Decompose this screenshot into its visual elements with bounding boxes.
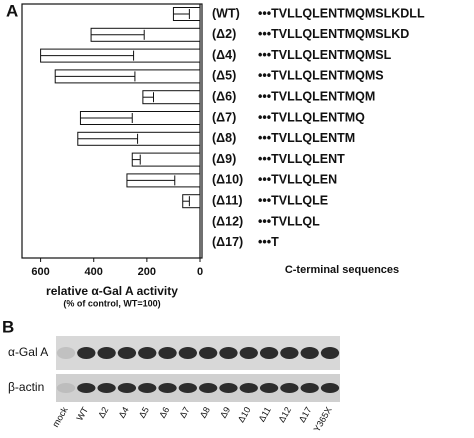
x-tick-label: 600 — [31, 266, 49, 278]
x-axis-note: (% of control, WT=100) — [63, 298, 160, 308]
category-label: (Δ12) — [212, 214, 243, 228]
sequence-label: •••TVLLQLENTM — [258, 131, 355, 145]
blot-band — [239, 383, 258, 393]
category-label: (WT) — [212, 6, 240, 20]
sequence-label: •••TVLLQLENTMQMSL — [258, 48, 392, 62]
category-label: (Δ8) — [212, 131, 236, 145]
blot-band — [199, 347, 218, 359]
blot-band — [138, 383, 157, 393]
sequence-label: •••TVLLQLENTMQMSLKDLL — [258, 6, 425, 20]
lane-label: Δ10 — [236, 405, 253, 424]
category-label: (Δ17) — [212, 235, 243, 249]
blot-band — [158, 347, 177, 359]
blot-band — [178, 347, 197, 359]
blot-row-label: β-actin — [8, 380, 44, 394]
blot-band — [300, 347, 319, 359]
lane-label: Δ8 — [198, 405, 212, 420]
lane-label: Y365X — [312, 405, 334, 433]
panel-label: B — [2, 317, 14, 336]
category-label: (Δ7) — [212, 110, 236, 124]
lane-label: WT — [74, 405, 90, 423]
x-axis-label: relative α-Gal A activity — [46, 284, 178, 298]
blot-band — [56, 347, 76, 359]
lane-label: Δ7 — [177, 405, 191, 420]
plot-frame — [21, 3, 203, 259]
x-tick-label: 200 — [138, 266, 156, 278]
bar — [131, 152, 201, 167]
blot-band — [77, 383, 96, 393]
blot-band — [56, 383, 76, 393]
lane-label: Δ6 — [157, 405, 171, 420]
panel-label: A — [6, 1, 18, 20]
blot-band — [320, 383, 340, 393]
category-label: (Δ10) — [212, 173, 243, 187]
blot-band — [158, 383, 177, 393]
blot-band — [178, 383, 197, 393]
blot-band — [97, 383, 116, 393]
blot-band — [199, 383, 218, 393]
category-label: (Δ9) — [212, 152, 236, 166]
blot-band — [300, 383, 319, 393]
sequence-label: •••TVLLQL — [258, 214, 320, 228]
category-label: (Δ5) — [212, 69, 236, 83]
category-label: (Δ11) — [212, 193, 243, 207]
category-label: (Δ4) — [212, 48, 236, 62]
category-label: (Δ2) — [212, 27, 236, 41]
sequence-label: •••TVLLQLE — [258, 193, 328, 207]
blot-band — [138, 347, 157, 359]
sequence-label: •••TVLLQLENTMQMSLKD — [258, 27, 409, 41]
sequence-label: •••TVLLQLEN — [258, 173, 337, 187]
sequence-label: •••T — [258, 235, 279, 249]
sequence-label: •••TVLLQLENTMQMS — [258, 69, 384, 83]
sequence-label: •••TVLLQLENT — [258, 152, 345, 166]
lane-label: Δ4 — [117, 405, 131, 420]
lane-label: Δ12 — [276, 405, 293, 424]
blot-row-label: α-Gal A — [8, 345, 48, 359]
x-tick-label: 0 — [197, 266, 203, 278]
blot-band — [117, 347, 137, 359]
blot-band — [320, 347, 340, 359]
blot-band — [259, 347, 279, 359]
lane-label: Δ2 — [96, 405, 110, 420]
x-tick-label: 400 — [85, 266, 103, 278]
blot-band — [280, 383, 299, 393]
blot-band — [117, 383, 137, 393]
lane-label: Δ5 — [137, 405, 151, 420]
blot-band — [219, 347, 238, 359]
lane-label: mock — [50, 405, 70, 429]
sequence-label: C-terminal sequences — [285, 264, 399, 276]
sequence-label: •••TVLLQLENTMQM — [258, 89, 375, 103]
blot-band — [77, 347, 96, 359]
lane-label: Δ17 — [297, 405, 314, 424]
lane-label: Δ9 — [218, 405, 232, 420]
blot-band — [97, 347, 116, 359]
lane-label: Δ11 — [257, 405, 273, 423]
blot-band — [219, 383, 238, 393]
blot-band — [239, 347, 258, 359]
category-label: (Δ6) — [212, 89, 236, 103]
sequence-label: •••TVLLQLENTMQ — [258, 110, 365, 124]
blot-band — [280, 347, 299, 359]
blot-band — [259, 383, 279, 393]
